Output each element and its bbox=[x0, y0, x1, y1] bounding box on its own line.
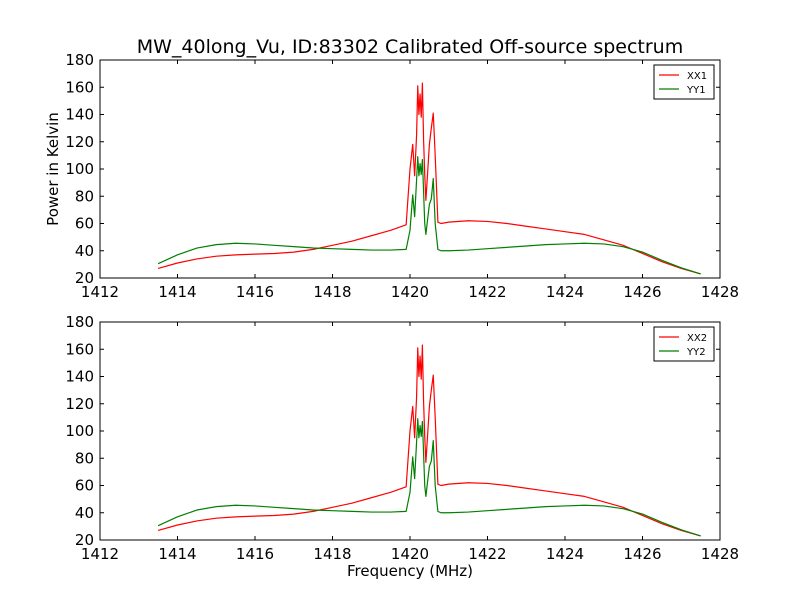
y-tick-label: 140 bbox=[65, 106, 94, 124]
legend-label-xx2: XX2 bbox=[687, 333, 707, 344]
x-tick-label: 1424 bbox=[546, 545, 584, 563]
x-tick-label: 1416 bbox=[236, 545, 274, 563]
y-axis-label: Power in Kelvin bbox=[44, 112, 62, 226]
x-tick-label: 1414 bbox=[158, 283, 196, 301]
y-tick-label: 160 bbox=[65, 78, 94, 96]
bottom-panel-xx2-yy2: 1412 1414 1416 1418 1420 1422 1424 1426 1428 20 40… bbox=[65, 313, 739, 580]
x-tick-label: 1422 bbox=[468, 545, 506, 563]
y-tick-label: 20 bbox=[75, 269, 94, 287]
x-tick-label: 1418 bbox=[313, 283, 351, 301]
y-tick-label: 160 bbox=[65, 340, 94, 358]
x-tick-label: 1426 bbox=[623, 545, 661, 563]
x-tick-label: 1420 bbox=[391, 283, 429, 301]
series-line-xx2 bbox=[157, 344, 701, 537]
x-tick-label: 1428 bbox=[701, 545, 739, 563]
y-tick-label: 180 bbox=[65, 51, 94, 69]
y-tick-label: 120 bbox=[65, 395, 94, 413]
series-line-xx1 bbox=[157, 82, 701, 275]
legend-box bbox=[653, 64, 715, 100]
y-tick-label: 80 bbox=[75, 187, 94, 205]
x-tick-label: 1424 bbox=[546, 283, 584, 301]
x-tick-label: 1414 bbox=[158, 545, 196, 563]
y-tick-label: 60 bbox=[75, 477, 94, 495]
legend-box bbox=[653, 326, 715, 362]
x-tick-label: 1422 bbox=[468, 283, 506, 301]
x-tick-label: 1428 bbox=[701, 283, 739, 301]
figure-title: MW_40long_Vu, ID:83302 Calibrated Off-so… bbox=[137, 36, 683, 58]
y-tick-label: 140 bbox=[65, 368, 94, 386]
x-tick-label: 1426 bbox=[623, 283, 661, 301]
y-tick-label: 100 bbox=[65, 160, 94, 178]
x-tick-label: 1418 bbox=[313, 545, 351, 563]
x-tick-label: 1412 bbox=[81, 283, 119, 301]
legend-label-yy2: YY2 bbox=[686, 347, 706, 358]
x-tick-label: 1420 bbox=[391, 545, 429, 563]
x-axis-label: Frequency (MHz) bbox=[347, 562, 473, 580]
series-line-yy1 bbox=[157, 156, 701, 275]
y-tick-label: 180 bbox=[65, 313, 94, 331]
legend-label-xx1: XX1 bbox=[687, 71, 707, 82]
x-tick-label: 1412 bbox=[81, 545, 119, 563]
y-tick-label: 120 bbox=[65, 133, 94, 151]
legend-label-yy1: YY1 bbox=[686, 85, 706, 96]
top-panel-xx1-yy1: 1412 1414 1416 1418 1420 1422 1424 1426 1428 20 40… bbox=[44, 51, 739, 301]
y-tick-label: 40 bbox=[75, 504, 94, 522]
y-tick-label: 40 bbox=[75, 242, 94, 260]
y-tick-label: 60 bbox=[75, 215, 94, 233]
y-tick-label: 100 bbox=[65, 422, 94, 440]
series-line-yy2 bbox=[157, 418, 701, 537]
x-tick-label: 1416 bbox=[236, 283, 274, 301]
y-tick-label: 80 bbox=[75, 449, 94, 467]
y-tick-label: 20 bbox=[75, 531, 94, 549]
